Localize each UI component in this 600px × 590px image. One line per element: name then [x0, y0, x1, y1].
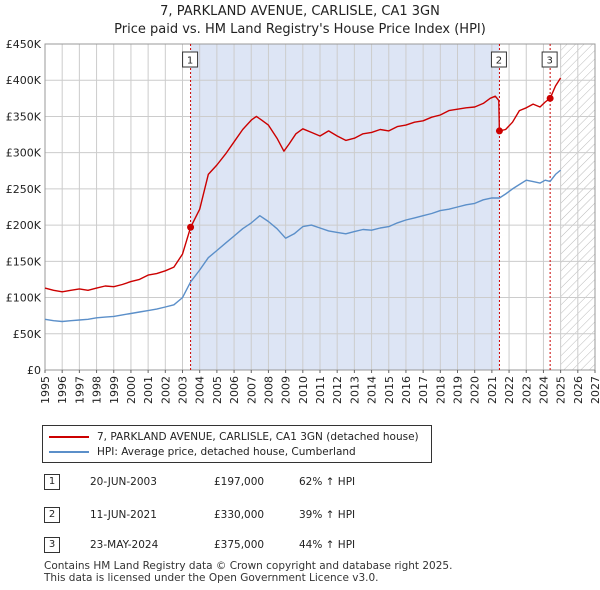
transaction-number-badge: 3: [44, 537, 60, 553]
y-tick-label: £100K: [6, 292, 42, 305]
x-tick-label: 2010: [297, 376, 310, 404]
legend-item-hpi: HPI: Average price, detached house, Cumb…: [49, 446, 356, 458]
transaction-point: [495, 127, 503, 135]
marker-label-box: [182, 51, 199, 68]
y-tick-label: £200K: [6, 219, 42, 232]
x-tick-label: 2003: [177, 376, 190, 404]
x-tick-label: 1998: [91, 376, 104, 404]
x-tick-label: 2016: [400, 376, 413, 404]
legend-swatch-hpi: [49, 451, 89, 453]
chart-legend: 7, PARKLAND AVENUE, CARLISLE, CA1 3GN (d…: [42, 425, 432, 463]
x-tick-label: 2014: [366, 376, 379, 404]
transaction-price: £197,000: [214, 476, 265, 488]
x-tick-label: 2018: [434, 376, 447, 404]
footer-attribution: Contains HM Land Registry data © Crown c…: [44, 560, 452, 584]
x-tick-label: 2013: [348, 376, 361, 404]
marker-label-box: [541, 51, 558, 68]
y-tick-label: £150K: [6, 255, 42, 268]
y-tick-label: £450K: [6, 38, 42, 51]
x-tick-label: 2025: [555, 376, 568, 404]
x-tick-label: 2012: [331, 376, 344, 404]
x-tick-label: 2021: [486, 376, 499, 404]
x-tick-label: 2001: [142, 376, 155, 404]
transaction-price: £330,000: [214, 509, 265, 521]
y-tick-label: £350K: [6, 110, 42, 123]
y-tick-label: £250K: [6, 183, 42, 196]
x-tick-label: 2007: [245, 376, 258, 404]
transaction-hpi-change: 44% ↑ HPI: [299, 539, 356, 551]
y-tick-label: £300K: [6, 147, 42, 160]
footer-licence: This data is licensed under the Open Gov…: [44, 572, 379, 584]
transaction-point: [187, 223, 195, 231]
y-tick-label: £50K: [13, 328, 42, 341]
x-tick-label: 2024: [537, 376, 550, 404]
x-tick-label: 2027: [589, 376, 600, 404]
x-tick-label: 2020: [469, 376, 482, 404]
x-tick-label: 1997: [73, 376, 86, 404]
x-tick-label: 2000: [125, 376, 138, 404]
legend-label-hpi: HPI: Average price, detached house, Cumb…: [97, 446, 356, 458]
page-title: 7, PARKLAND AVENUE, CARLISLE, CA1 3GN: [160, 4, 440, 19]
transaction-point: [546, 94, 554, 102]
transaction-hpi-change: 39% ↑ HPI: [299, 509, 356, 521]
x-tick-label: 1995: [39, 376, 52, 404]
x-tick-label: 2005: [211, 376, 224, 404]
x-tick-label: 2008: [262, 376, 275, 404]
x-tick-label: 2023: [520, 376, 533, 404]
ownership-shaded-region: [190, 44, 500, 370]
x-tick-label: 1996: [56, 376, 69, 404]
transaction-date: 23-MAY-2024: [90, 539, 159, 551]
x-tick-label: 2022: [503, 376, 516, 404]
marker-label-box: [490, 51, 507, 68]
transaction-number-badge: 1: [44, 474, 60, 490]
x-tick-label: 2015: [383, 376, 396, 404]
transaction-hpi-change: 62% ↑ HPI: [299, 476, 356, 488]
transaction-date: 20-JUN-2003: [90, 476, 157, 488]
transaction-number-badge: 2: [44, 507, 60, 523]
marker-label: 2: [496, 56, 502, 67]
x-tick-label: 2017: [417, 376, 430, 404]
hpi-line: [44, 169, 562, 323]
x-tick-label: 1999: [108, 376, 121, 404]
marker-label: 3: [546, 56, 552, 67]
y-tick-label: £0: [27, 364, 41, 377]
y-tick-label: £400K: [6, 74, 42, 87]
x-tick-label: 2009: [280, 376, 293, 404]
x-tick-label: 2002: [159, 376, 172, 404]
x-tick-label: 2026: [572, 376, 585, 404]
x-tick-label: 2019: [452, 376, 465, 404]
footer-copyright: Contains HM Land Registry data © Crown c…: [44, 560, 453, 572]
transaction-price: £375,000: [214, 539, 265, 551]
x-tick-label: 2004: [194, 376, 207, 404]
legend-item-property: 7, PARKLAND AVENUE, CARLISLE, CA1 3GN (d…: [49, 431, 419, 443]
legend-label-property: 7, PARKLAND AVENUE, CARLISLE, CA1 3GN (d…: [97, 431, 419, 443]
transaction-date: 11-JUN-2021: [90, 509, 157, 521]
legend-swatch-property: [49, 436, 89, 438]
page-subtitle: Price paid vs. HM Land Registry's House …: [114, 22, 486, 37]
marker-label: 1: [187, 56, 193, 67]
price-chart: £0 £50K £100K £150K £200K £250K £300K £350K £400…: [6, 38, 600, 404]
property-price-line: [44, 77, 562, 293]
x-tick-label: 2011: [314, 376, 327, 404]
x-tick-label: 2006: [228, 376, 241, 404]
